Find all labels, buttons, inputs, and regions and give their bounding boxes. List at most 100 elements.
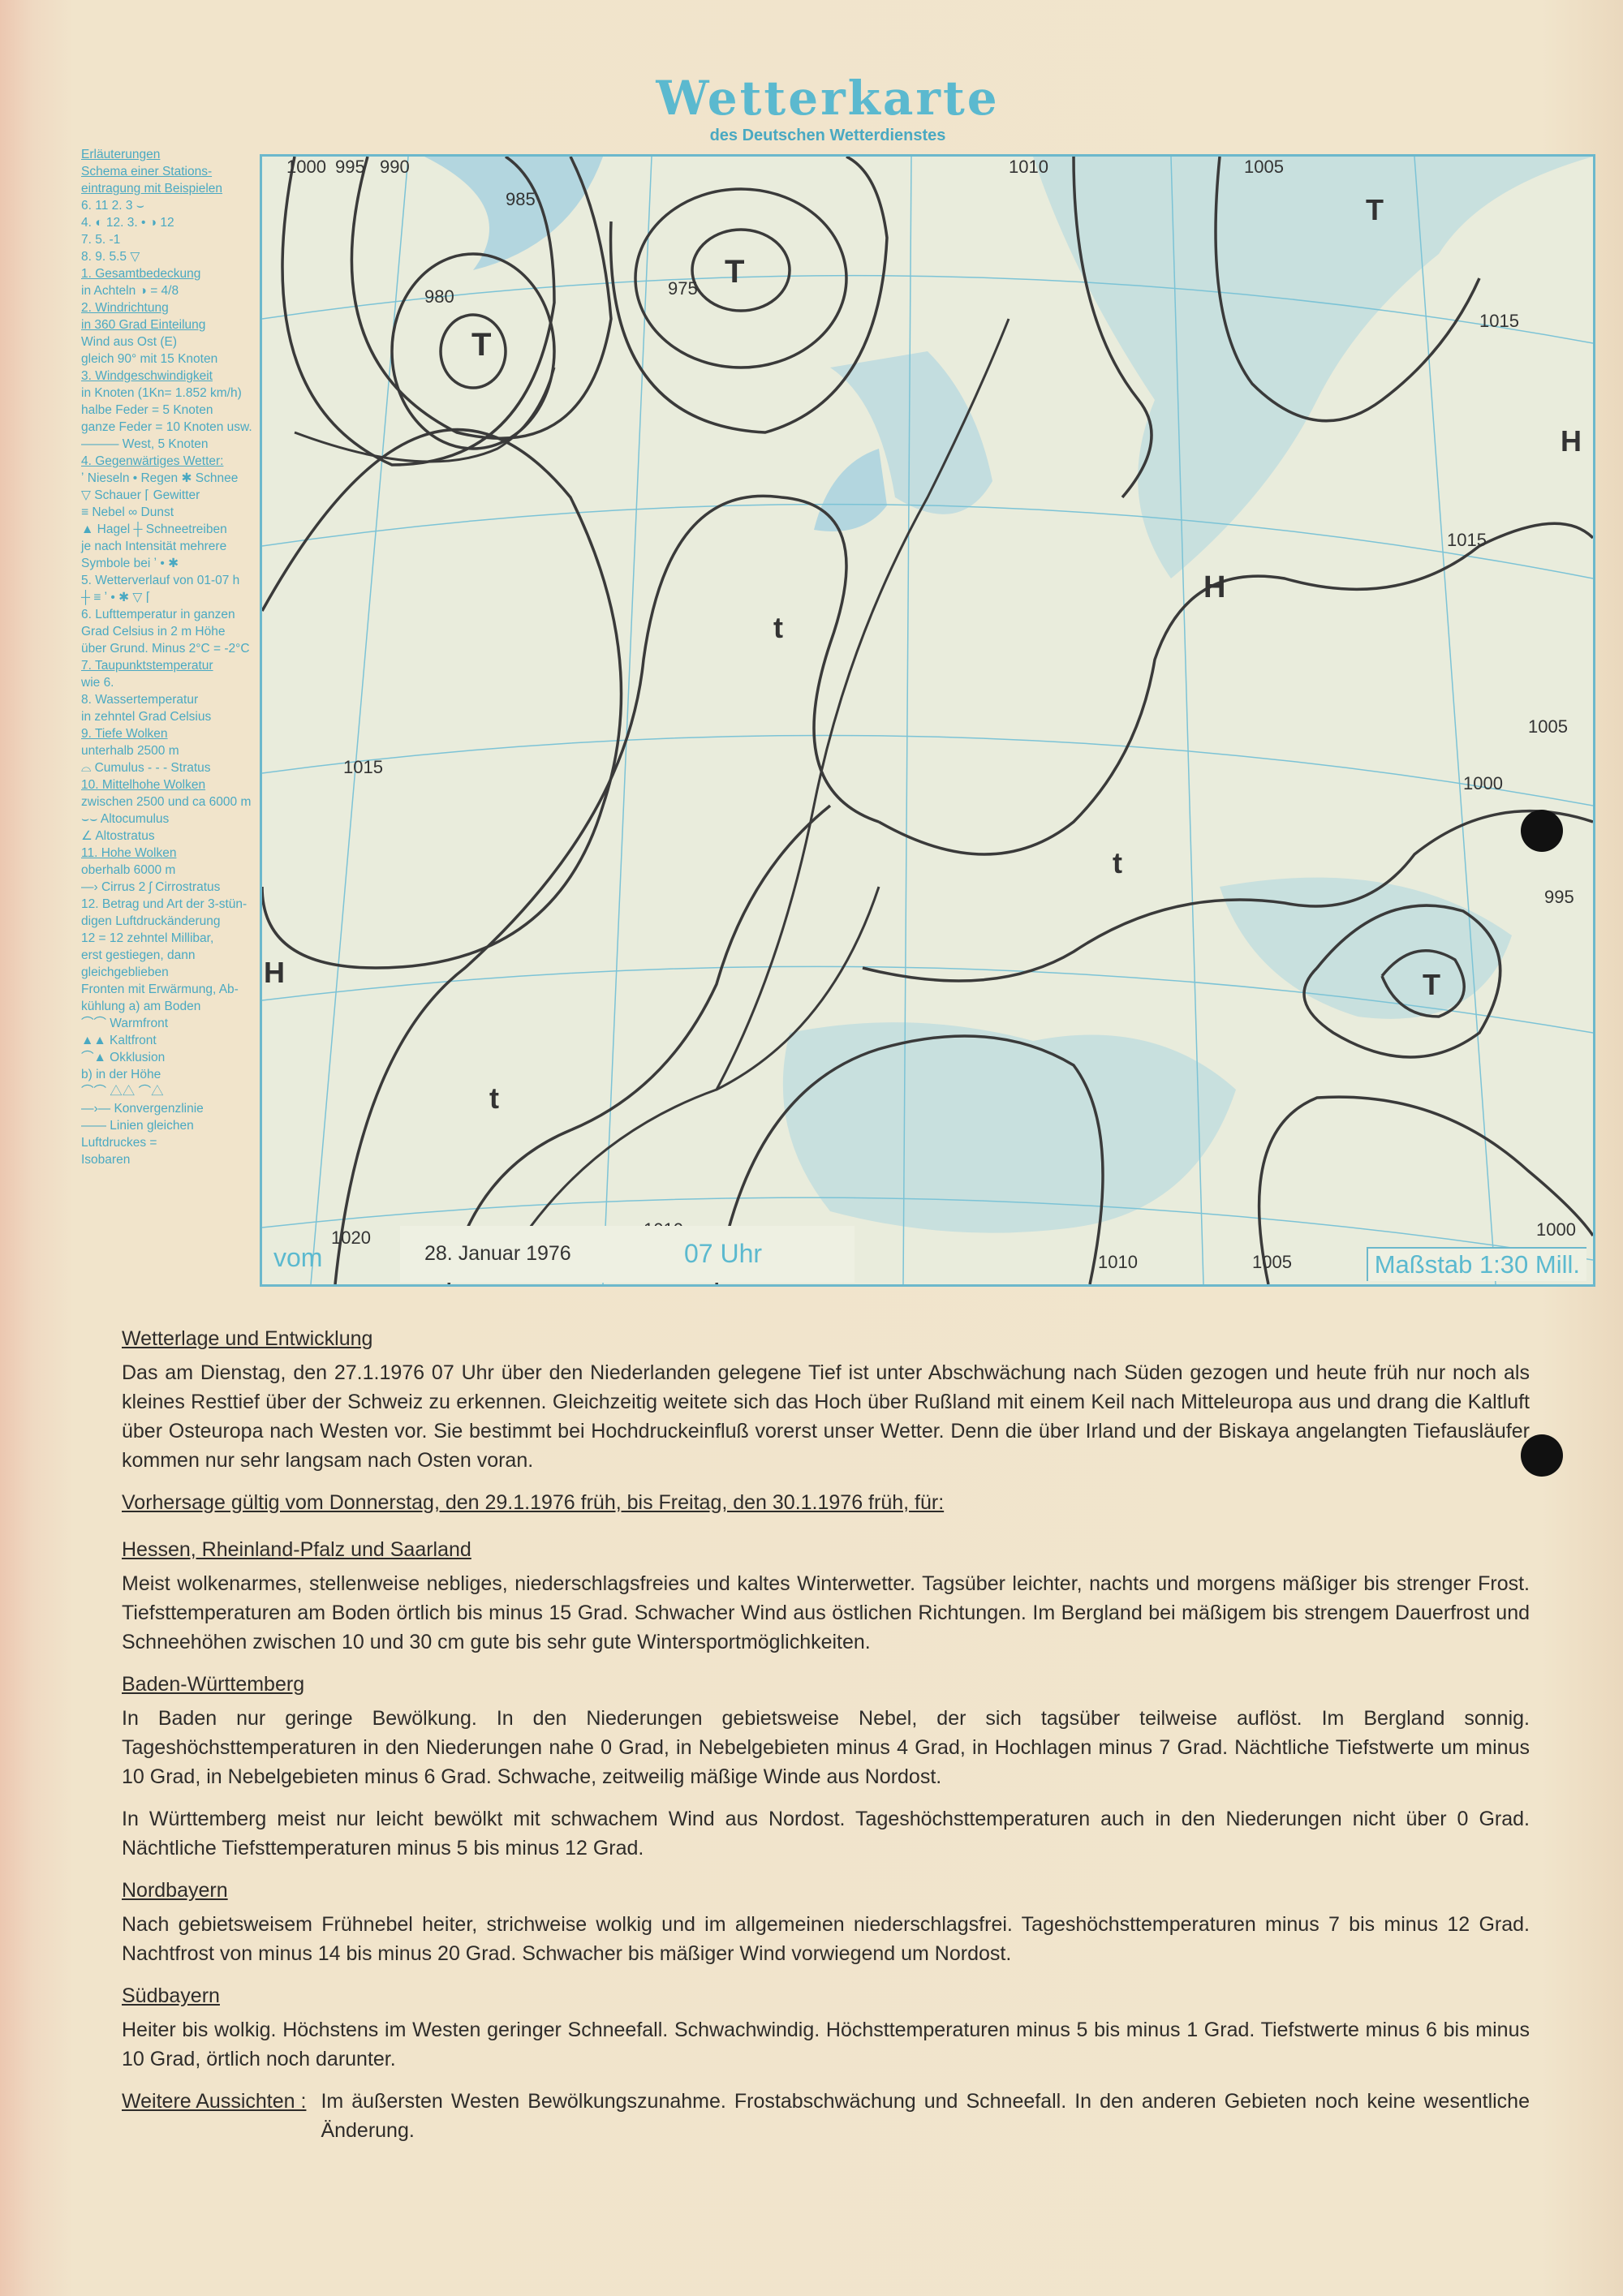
- section-heading: Vorhersage gültig vom Donnerstag, den 29…: [122, 1491, 945, 1514]
- legend-line: zwischen 2500 und ca 6000 m: [81, 795, 252, 809]
- legend-line: Luftdruckes =: [81, 1136, 157, 1150]
- isobar-label: 1000: [1463, 773, 1503, 793]
- page-title: Wetterkarte: [656, 71, 1000, 126]
- legend-line: ⌓ Cumulus - - - Stratus: [81, 761, 211, 775]
- legend-line: ▲ Hagel ┼ Schneetreiben: [81, 522, 227, 536]
- map-legend: Erläuterungen Schema einer Stations-eintr…: [81, 146, 256, 1168]
- legend-line: 4. Gegenwärtiges Wetter:: [81, 454, 224, 468]
- legend-line: ⌣⌣ Altocumulus: [81, 812, 170, 826]
- legend-line: erst gestiegen, dann: [81, 948, 196, 962]
- legend-line: 2. Windrichtung: [81, 301, 169, 315]
- legend-line: gleich 90° mit 15 Knoten: [81, 352, 218, 366]
- legend-line: 8. 9. 5.5 ▽: [81, 250, 140, 264]
- isobar-label: 985: [506, 189, 536, 209]
- legend-line: ʼ Nieseln • Regen ✱ Schnee: [81, 471, 239, 485]
- legend-line: 3. Windgeschwindigkeit: [81, 369, 213, 383]
- legend-line: eintragung mit Beispielen: [81, 182, 223, 196]
- isobar-label: 1020: [331, 1228, 371, 1248]
- map-date-prefix: vom: [273, 1243, 323, 1272]
- legend-line: ⌒⌒ Warmfront: [81, 1017, 169, 1030]
- legend-line: 12 = 12 zehntel Millibar,: [81, 931, 214, 945]
- section-heading: Wetterlage und Entwicklung: [122, 1327, 373, 1350]
- legend-line: halbe Feder = 5 Knoten: [81, 403, 213, 417]
- isobar-label: 975: [668, 278, 698, 299]
- isobar-label: 1000: [1536, 1219, 1576, 1240]
- section-heading: Südbayern: [122, 1984, 220, 2007]
- paragraph: Im äußersten Westen Bewölkungszunahme. F…: [321, 2090, 1530, 2142]
- section-heading: Baden-Württemberg: [122, 1673, 305, 1696]
- legend-line: wie 6.: [81, 676, 114, 690]
- isobar-label: 1005: [1244, 157, 1284, 177]
- map-scale: Maßstab 1:30 Mill.: [1366, 1247, 1586, 1281]
- legend-line: unterhalb 2500 m: [81, 744, 179, 758]
- punch-hole: [1521, 810, 1563, 852]
- legend-line: Symbole bei ʼ • ✱: [81, 557, 179, 570]
- legend-line: —— Linien gleichen: [81, 1119, 194, 1133]
- legend-line: 7. Taupunktstemperatur: [81, 659, 213, 673]
- isobar-label: 980: [424, 286, 454, 307]
- paragraph: In Baden nur geringe Bewölkung. In den N…: [122, 1707, 1530, 1788]
- isobar-label: 1015: [343, 757, 383, 777]
- legend-line: Fronten mit Erwärmung, Ab-: [81, 982, 239, 996]
- paragraph: Das am Dienstag, den 27.1.1976 07 Uhr üb…: [122, 1361, 1530, 1472]
- legend-line: ganze Feder = 10 Knoten usw.: [81, 420, 252, 434]
- high-pressure-label: H: [1561, 424, 1582, 458]
- map-drawing: [262, 157, 1593, 1284]
- isobars: [262, 157, 1593, 1284]
- legend-line: Isobaren: [81, 1153, 131, 1167]
- legend-line: Grad Celsius in 2 m Höhe: [81, 625, 226, 638]
- punch-hole: [1521, 1434, 1563, 1477]
- low-pressure-label: T: [1423, 968, 1440, 1001]
- legend-line: ┼ ≡ ʼ • ✱ ▽ ⌈: [81, 591, 151, 604]
- secondary-low-label: t: [773, 611, 783, 644]
- legend-line: Erläuterungen: [81, 148, 161, 161]
- legend-line: in 360 Grad Einteilung: [81, 318, 206, 332]
- isobar-label: 995: [1544, 887, 1574, 907]
- legend-line: 5. Wetterverlauf von 01-07 h: [81, 574, 240, 587]
- map-date-box: 28. Januar 1976 07 Uhr: [400, 1226, 855, 1283]
- section-heading: Nordbayern: [122, 1879, 228, 1902]
- legend-line: in Achteln ◑ = 4/8: [81, 284, 179, 298]
- legend-line: Wind aus Ost (E): [81, 335, 177, 349]
- forecast-text: Wetterlage und Entwicklung Das am Dienst…: [122, 1314, 1530, 2145]
- isobar-label: 1010: [1098, 1252, 1138, 1272]
- legend-line: 9. Tiefe Wolken: [81, 727, 168, 741]
- isobar-label: 1010: [1009, 157, 1048, 177]
- legend-line: ⌒▲ Okklusion: [81, 1051, 166, 1064]
- legend-line: ——— West, 5 Knoten: [81, 437, 209, 451]
- map-time: 07 Uhr: [684, 1239, 763, 1268]
- paragraph: Nach gebietsweisem Frühnebel heiter, str…: [122, 1913, 1530, 1965]
- legend-line: ▲▲ Kaltfront: [81, 1034, 157, 1047]
- legend-line: kühlung a) am Boden: [81, 1000, 201, 1013]
- high-pressure-label: H: [264, 956, 285, 989]
- isobar-label: 1015: [1447, 530, 1487, 550]
- legend-line: in Knoten (1Kn= 1.852 km/h): [81, 386, 242, 400]
- legend-line: in zehntel Grad Celsius: [81, 710, 212, 724]
- weather-map: T T T T H H H t t t 1000 995 990 985 980…: [260, 154, 1595, 1287]
- legend-line: 6. Lufttemperatur in ganzen: [81, 608, 235, 621]
- isobar-label: 1015: [1479, 311, 1519, 331]
- legend-line: 12. Betrag und Art der 3-stün-: [81, 897, 248, 911]
- isobar-label: 1005: [1528, 716, 1568, 737]
- legend-line: —›— Konvergenzlinie: [81, 1102, 204, 1116]
- map-date: 28. Januar 1976: [424, 1242, 571, 1265]
- legend-line: ▽ Schauer ⌈ Gewitter: [81, 488, 200, 502]
- fronts: [294, 318, 1010, 1228]
- isobar-label: 990: [380, 157, 410, 177]
- legend-line: 4. ◐ 12. 3. • ◑ 12: [81, 216, 174, 230]
- legend-line: 1. Gesamtbedeckung: [81, 267, 201, 281]
- low-pressure-label: T: [725, 254, 745, 290]
- legend-line: Schema einer Stations-: [81, 165, 213, 178]
- legend-line: 10. Mittelhohe Wolken: [81, 778, 206, 792]
- isobar-label: 995: [335, 157, 365, 177]
- legend-line: oberhalb 6000 m: [81, 863, 176, 877]
- legend-line: —› Cirrus 2 ʃ Cirrostratus: [81, 880, 221, 894]
- legend-line: digen Luftdruckänderung: [81, 914, 221, 928]
- high-pressure-label: H: [1203, 570, 1226, 604]
- isobar-label: 1005: [1252, 1252, 1292, 1272]
- legend-line: 11. Hohe Wolken: [81, 846, 177, 860]
- legend-line: über Grund. Minus 2°C = -2°C: [81, 642, 250, 656]
- legend-line: 7. 5. -1: [81, 233, 121, 247]
- secondary-low-label: t: [489, 1081, 499, 1115]
- paragraph: In Württemberg meist nur leicht bewölkt …: [122, 1808, 1530, 1860]
